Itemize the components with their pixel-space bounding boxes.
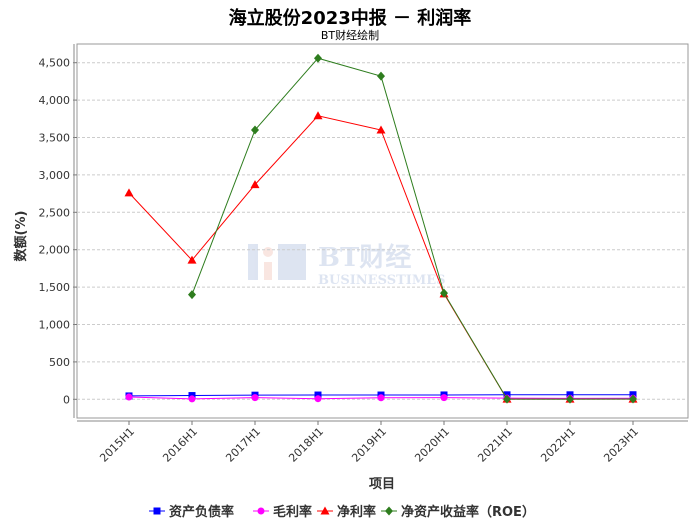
data-point: [187, 255, 197, 264]
data-point: [124, 188, 134, 197]
x-tick-label: 2018H1: [286, 425, 326, 465]
legend-marker: [320, 506, 330, 515]
svg-text:BUSINESSTIMES: BUSINESSTIMES: [318, 273, 446, 288]
y-axis: 0 500 1,000 1,500 2,000 2,500 3,000 3,500 4,000 4…: [39, 44, 77, 418]
data-point: [251, 125, 259, 135]
y-tick-label: 500: [49, 356, 70, 369]
legend-label: 净资产收益率（ROE）: [401, 504, 535, 520]
series-line: [191, 57, 634, 400]
legend-item: 净资产收益率（ROE）: [381, 504, 535, 520]
data-point: [314, 391, 322, 399]
svg-text:BT财经: BT财经: [318, 242, 411, 273]
data-point: [314, 395, 322, 403]
y-tick-label: 1,000: [39, 319, 71, 332]
data-point: [503, 394, 511, 404]
data-point: [377, 394, 385, 402]
data-point: [188, 290, 196, 300]
legend-item: 毛利率: [253, 504, 312, 520]
data-point: [377, 71, 385, 81]
y-tick-label: 4,000: [39, 94, 71, 107]
legend-item: 资产负债率: [149, 504, 234, 520]
y-tick-label: 2,000: [39, 244, 71, 257]
legend: 资产负债率 毛利率 净利率 净资产收益率（ROE）: [149, 504, 535, 520]
data-point: [313, 111, 323, 120]
data-point: [566, 394, 574, 404]
y-tick-label: 4,500: [39, 57, 71, 70]
legend-item: 净利率: [317, 504, 376, 520]
legend-label: 净利率: [337, 504, 376, 520]
y-tick-label: 2,500: [39, 206, 71, 219]
data-point: [251, 394, 259, 402]
y-tick-label: 0: [63, 393, 70, 406]
legend-label: 资产负债率: [169, 504, 234, 520]
legend-label: 毛利率: [273, 504, 312, 520]
series-layer: [124, 53, 638, 404]
x-axis: 2015H1 2016H1 2017H1 2018H1 2019H1 2020H1 2021…: [77, 420, 688, 465]
x-tick-label: 2019H1: [349, 425, 389, 465]
x-axis-title: 项目: [369, 477, 395, 492]
data-point: [314, 53, 322, 63]
plot-area: [76, 43, 689, 419]
x-tick-label: 2016H1: [160, 425, 200, 465]
chart-title: 海立股份2023中报 － 利润率: [228, 8, 472, 29]
data-point: [440, 288, 448, 298]
legend-marker: [385, 506, 393, 516]
y-tick-label: 3,500: [39, 132, 71, 145]
chart-subtitle: BT财经绘制: [320, 29, 380, 42]
data-point: [125, 393, 133, 401]
x-tick-label: 2017H1: [223, 425, 263, 465]
data-point: [629, 394, 637, 404]
y-axis-title: 数额(%): [13, 211, 29, 262]
y-tick-label: 3,000: [39, 169, 71, 182]
y-tick-label: 1,500: [39, 281, 71, 294]
legend-marker: [257, 507, 265, 515]
series-3: [188, 53, 637, 404]
x-tick-label: 2015H1: [97, 425, 137, 465]
data-point: [188, 395, 196, 403]
data-point: [250, 180, 260, 189]
x-tick-label: 2021H1: [475, 425, 515, 465]
x-tick-label: 2022H1: [538, 425, 578, 465]
x-tick-label: 2023H1: [601, 425, 641, 465]
data-point: [376, 125, 386, 134]
x-tick-label: 2020H1: [412, 425, 452, 465]
legend-marker: [153, 507, 161, 515]
data-point: [440, 394, 448, 402]
